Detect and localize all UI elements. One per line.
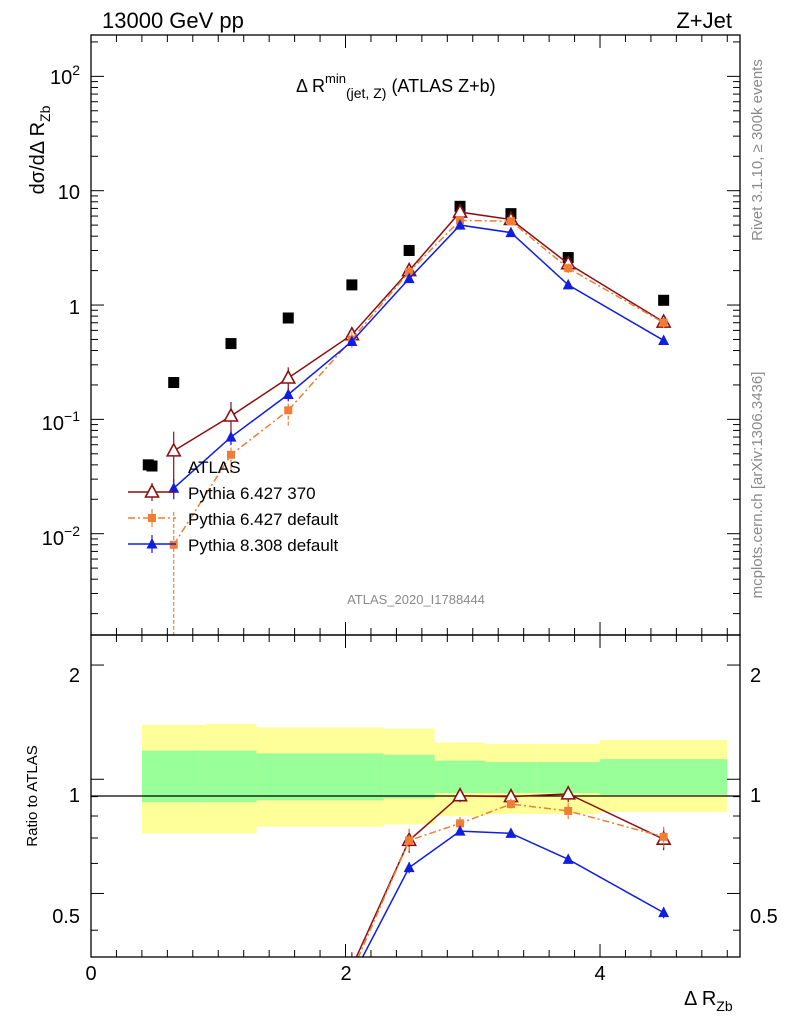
ratio-y-tick-label-1-right: 1 <box>750 785 761 807</box>
ratio-y-tick-label-2-right: 2 <box>750 665 761 687</box>
main-series-3-point-6 <box>505 226 517 238</box>
main-series-3-point-5 <box>454 219 466 230</box>
analysis-id-label: ATLAS_2020_I1788444 <box>347 592 485 607</box>
uncertainty-inner-bin-2 <box>256 753 384 801</box>
legend-marker-1 <box>144 483 160 498</box>
main-series-0 <box>142 200 670 471</box>
header-left-label: 13000 GeV pp <box>102 8 244 33</box>
main-series-0-point-4 <box>346 279 358 291</box>
main-series-0-point-2 <box>225 338 237 350</box>
main-series-0-point-9 <box>658 294 670 306</box>
main-y-tick-label-1e-1: 10−1 <box>42 408 80 435</box>
main-series-3-point-7 <box>562 278 574 290</box>
ratio-series-1-point-3 <box>506 800 515 809</box>
ratio-series-2-point-2 <box>454 825 466 836</box>
ratio-plot-frame <box>90 634 741 958</box>
legend-marker-2 <box>148 514 156 522</box>
main-series-layer <box>142 200 672 635</box>
main-series-3-point-0 <box>168 482 180 493</box>
uncertainty-inner-bin-7 <box>600 759 728 795</box>
uncertainty-inner-bin-3 <box>383 754 435 799</box>
ratio-series-1-point-4 <box>564 806 573 815</box>
ratio-y-tick-label-0p5-right: 0.5 <box>750 906 778 928</box>
ratio-series-1-point-5 <box>659 832 668 841</box>
ratio-series-2-point-4 <box>562 853 574 864</box>
main-y-tick-label-1e2: 102 <box>50 62 80 89</box>
main-series-1-line <box>173 211 665 452</box>
main-y-tick-label-1: 1 <box>69 297 80 319</box>
main-series-2 <box>169 216 668 635</box>
ratio-series-0-point-2 <box>452 787 468 802</box>
main-series-3 <box>168 219 670 500</box>
ratio-series-1-point-2 <box>456 819 465 828</box>
main-series-2-point-6 <box>506 217 515 226</box>
main-series-2-point-1 <box>226 450 235 459</box>
legend-marker-0 <box>146 460 158 472</box>
main-plot-title: Δ Rmin(jet, Z) (ATLAS Z+b) <box>296 71 496 101</box>
main-series-2-point-0 <box>169 540 178 549</box>
ratio-series-2-point-3 <box>505 827 517 838</box>
legend-label-pythia6-370: Pythia 6.427 370 <box>188 484 316 503</box>
main-series-2-point-4 <box>405 267 414 276</box>
ratio-series-0-point-4 <box>560 785 577 800</box>
main-series-3-point-3 <box>346 335 358 346</box>
main-series-2-point-7 <box>564 264 573 273</box>
main-series-1-point-0 <box>165 442 182 457</box>
ratio-series-2-point-5 <box>658 906 670 918</box>
legend-label-pythia6-default: Pythia 6.427 default <box>188 510 339 529</box>
main-series-3-point-2 <box>282 388 294 399</box>
main-series-3-line <box>173 224 665 489</box>
mcplots-source-label: mcplots.cern.ch [arXiv:1306.3436] <box>749 372 766 599</box>
x-axis-label: Δ RZb <box>684 988 733 1014</box>
ratio-y-axis-label: Ratio to ATLAS <box>24 745 41 846</box>
main-series-0-point-3 <box>282 312 294 324</box>
main-series-0-point-1 <box>168 377 180 389</box>
x-tick-label-2: 2 <box>340 963 351 985</box>
ratio-axis-ticks <box>90 635 740 957</box>
header-right-label: Z+Jet <box>676 8 732 33</box>
main-y-tick-label-10: 10 <box>58 182 80 204</box>
main-y-tick-label-1e-2: 10−2 <box>42 523 80 550</box>
main-series-1-point-2 <box>280 369 297 384</box>
legend: ATLAS Pythia 6.427 370 Pythia 6.427 defa… <box>128 458 339 555</box>
x-tick-label-0: 0 <box>85 963 96 985</box>
x-tick-label-4: 4 <box>594 963 605 985</box>
main-series-3-point-4 <box>403 272 415 284</box>
ratio-series-1-point-1 <box>405 836 414 845</box>
legend-marker-3 <box>146 538 158 549</box>
ratio-y-tick-label-1: 1 <box>69 785 80 807</box>
main-series-3-point-1 <box>225 431 237 442</box>
legend-label-pythia8-default: Pythia 8.308 default <box>188 536 339 555</box>
main-series-2-point-8 <box>659 318 668 327</box>
uncertainty-inner-bin-1 <box>205 750 257 803</box>
ratio-series-1-line <box>357 803 664 957</box>
main-series-2-point-2 <box>284 406 293 415</box>
main-series-3-point-8 <box>658 334 670 345</box>
ratio-series-2-point-1 <box>403 861 415 873</box>
legend-label-atlas: ATLAS <box>188 458 241 477</box>
main-series-0-point-5 <box>403 244 415 256</box>
ratio-bands-layer <box>141 723 728 834</box>
ratio-series-2-line <box>361 830 665 957</box>
uncertainty-inner-bin-0 <box>141 750 206 803</box>
rivet-version-label: Rivet 3.1.10, ≥ 300k events <box>749 59 766 241</box>
ratio-series-1 <box>357 798 668 957</box>
uncertainty-inner-bin-5 <box>485 762 537 793</box>
main-series-1-point-1 <box>223 407 239 422</box>
ratio-y-tick-label-2: 2 <box>69 665 80 687</box>
ratio-series-2 <box>361 825 670 957</box>
main-series-1 <box>165 203 672 483</box>
main-axis-ticks <box>90 35 740 635</box>
ratio-series-layer <box>351 785 672 957</box>
main-y-axis-label: dσ/dΔ RZb <box>27 105 53 194</box>
ratio-y-tick-label-0p5: 0.5 <box>52 906 80 928</box>
